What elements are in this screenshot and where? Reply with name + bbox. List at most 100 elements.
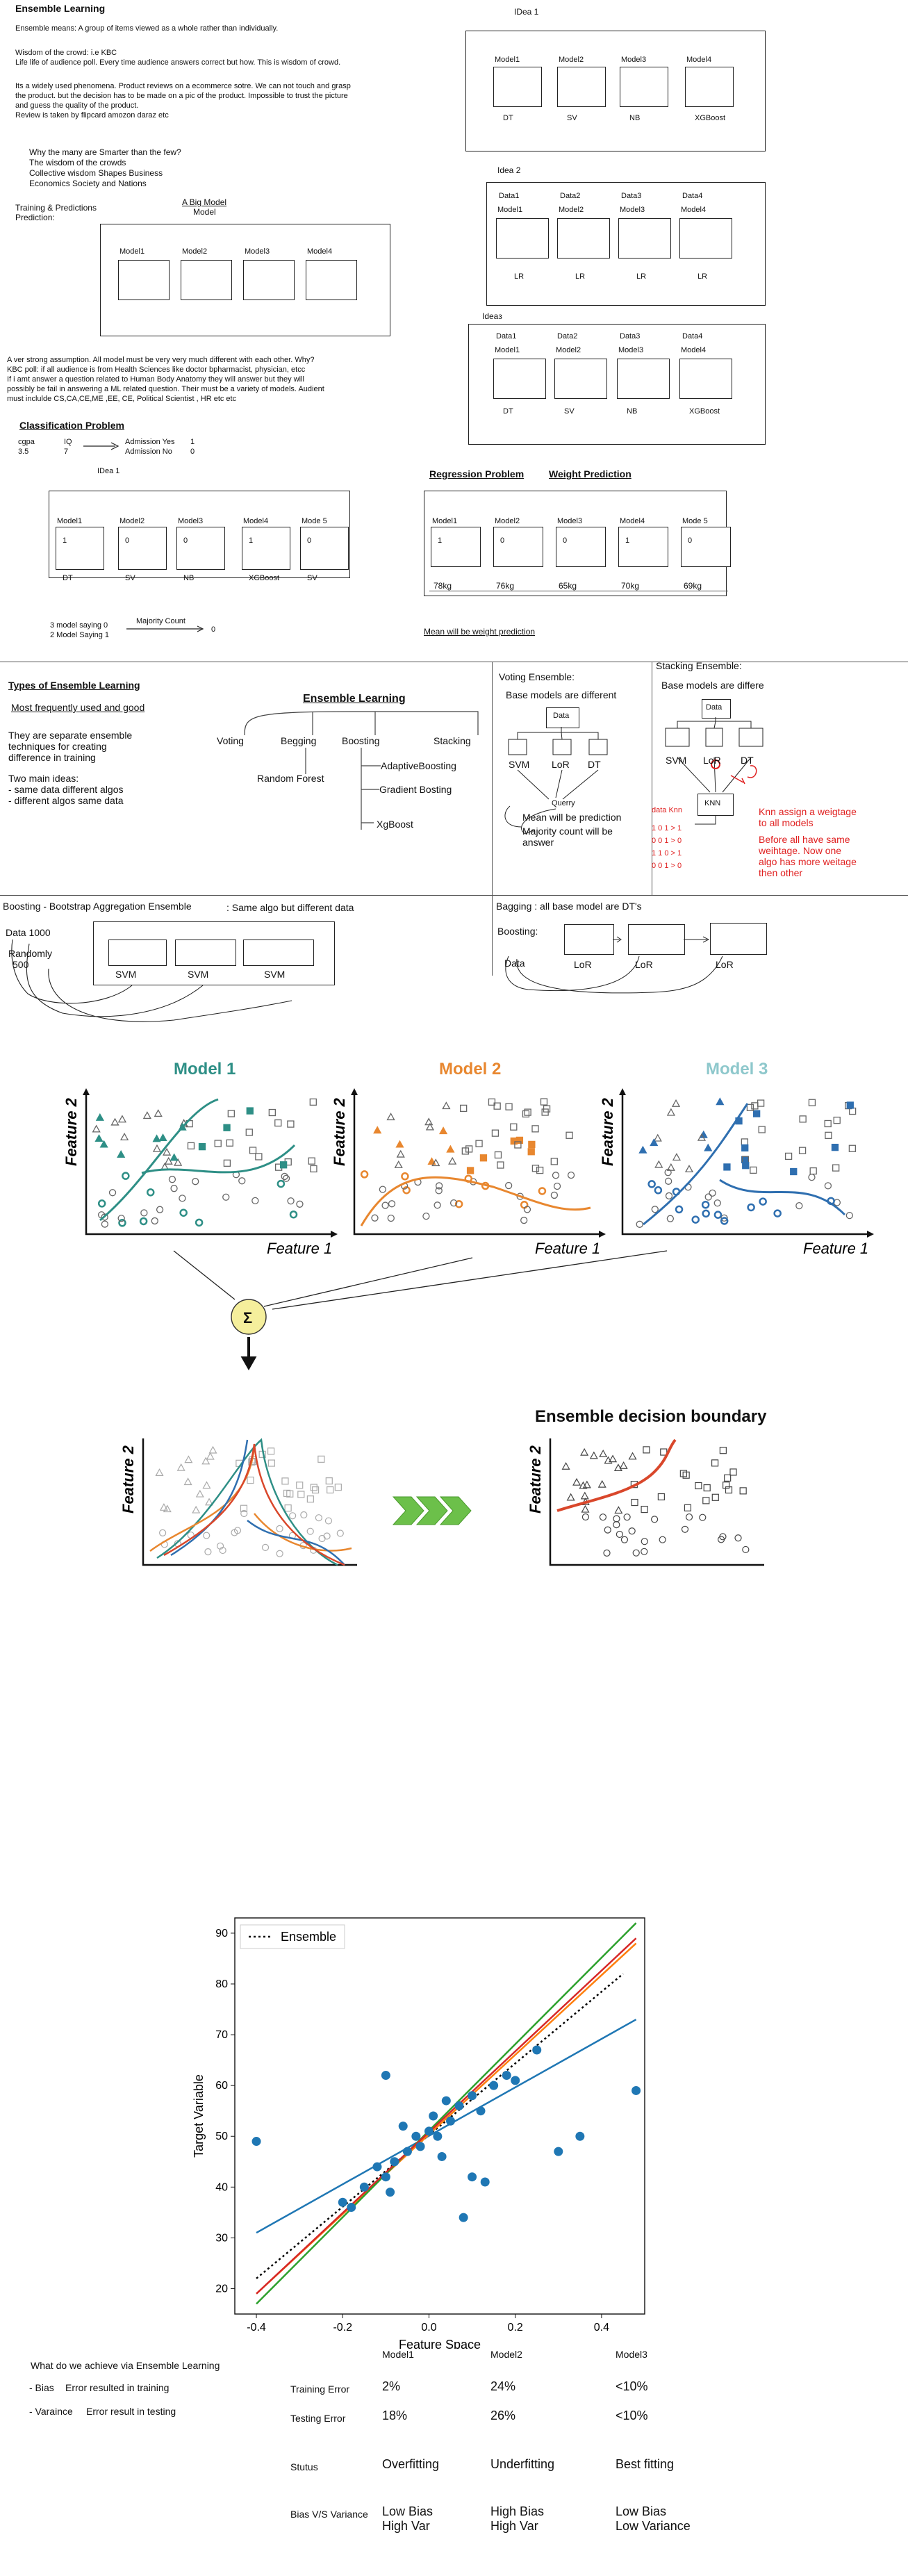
lor-label: LoR [574,959,592,970]
triangle-point [697,1133,707,1141]
bagging-data: Data [504,958,525,969]
square-point [798,1147,807,1154]
stacking-title: Stacking Ensemble: [656,660,742,671]
triangle-point [654,1160,663,1168]
data-point [575,2131,585,2141]
circle-point [156,1206,164,1213]
data-point [386,2188,395,2197]
sum-circle [231,1299,267,1335]
square-point [846,1101,854,1109]
circle-point [773,1209,782,1217]
data-point [398,2122,408,2131]
circle-point [647,1180,656,1188]
table-cell: Low Bias High Var [382,2504,434,2533]
data-point [402,2147,412,2156]
square-point [497,1161,504,1169]
square-point [227,1110,235,1117]
model-box [118,527,167,570]
mean-weight-label: Mean will be weight prediction [424,627,536,637]
types-ideas: Two main ideas: [8,773,79,784]
table-col-header: Model1 [382,2349,414,2360]
legend-box [240,1924,345,1949]
square-point [848,1145,857,1152]
stack-row: 1 0 1 > 1 [652,824,682,832]
triangle-point [110,1117,119,1126]
circle-point [296,1200,304,1208]
model-label: Mode 5 [682,517,708,525]
svm-box [175,940,236,966]
triangle-point [394,1160,403,1168]
y-tick-label: 20 [215,2283,228,2295]
tree-child: Voting [217,735,244,746]
data-point [632,2085,641,2095]
boundary-model-title: Model 2 [439,1060,502,1078]
square-point [531,1165,540,1172]
model-box [620,67,668,107]
model-label: Model1 [495,56,520,64]
cgpa-value: 3.5 [18,448,29,456]
square-point [223,1124,231,1131]
ensemble-boundary-curve [556,1438,677,1512]
majority-result: 0 [211,625,216,634]
circle-point [720,1214,728,1222]
data-point [446,2116,456,2126]
circle-point [709,1189,716,1197]
data-point [459,2213,468,2222]
voting-majority: Majority count will be [522,826,613,837]
table-cell: <10% [616,2409,648,2422]
arrow-icon [173,1250,668,1310]
circle-point [195,1218,204,1227]
model-box [557,218,610,259]
voting-data-label: Data [553,712,570,720]
voting-majority: answer [522,837,554,848]
circle-point [552,1172,560,1179]
algo-label: NB [627,407,638,416]
algo-label: XGBoost [689,407,720,416]
table-question: What do we achieve via Ensemble Learning [31,2360,220,2371]
triangle-point [672,1153,682,1161]
square-point [479,1154,488,1162]
x-axis-label: Feature 1 [803,1240,868,1257]
circle-point [118,1219,126,1227]
y-axis-label: Feature 2 [527,1445,544,1513]
square-point [540,1098,548,1106]
x-axis-label: Feature 1 [535,1240,600,1257]
circle-point [505,1181,513,1190]
circle-point [179,1195,186,1202]
question-line: Economics Society and Nations [29,179,147,188]
square-point [187,1142,195,1150]
algo-label: XGBoost [249,574,280,582]
circle-point [360,1170,369,1179]
square-point [741,1144,749,1152]
voting-model: LoR [552,759,570,770]
square-point [723,1163,731,1171]
model-box [496,218,549,259]
circle-point [140,1209,148,1217]
data-point [489,2081,499,2090]
big-model-label: A Big Model [182,197,227,207]
triangle-point [446,1145,455,1153]
data-point [554,2147,563,2156]
boundary-model-title: Model 1 [174,1060,236,1078]
stacking-model: LoR [703,755,721,766]
voting-title: Voting Ensemble: [499,671,575,682]
model-value: 1 [249,536,254,545]
square-point [309,1098,317,1106]
model-label: Model3 [620,206,645,214]
square-point [214,1140,222,1147]
circle-point [434,1201,441,1209]
stack-note: Knn assign a weigtage [759,806,857,817]
circle-point [704,1193,712,1201]
table-col-header: Model3 [616,2349,647,2360]
square-point [790,1167,798,1176]
data-point [381,2071,390,2081]
square-point [550,1158,558,1165]
triangle-point [152,1144,162,1152]
ensemble-panel: Feature 2 [119,1438,357,1566]
circle-point [538,1187,547,1195]
circle-point [449,1199,458,1207]
query-label: Querry [552,799,575,807]
triangle-point [438,1126,448,1135]
table-col-header: Model2 [490,2349,522,2360]
